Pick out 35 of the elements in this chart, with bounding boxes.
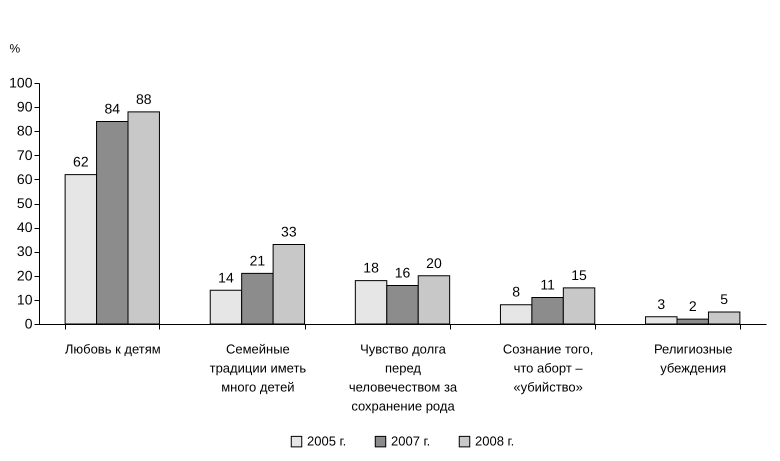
data-label: 14 xyxy=(218,269,234,286)
data-label: 84 xyxy=(104,100,120,117)
y-tick-label: 90 xyxy=(16,98,33,115)
data-label: 11 xyxy=(540,276,556,292)
data-label: 8 xyxy=(512,284,520,300)
x-tick-label: Семейные традиции иметь много детей xyxy=(210,342,306,394)
y-tick-label: 70 xyxy=(16,146,33,163)
data-label: 2 xyxy=(688,298,697,314)
y-tick-label: 50 xyxy=(16,195,33,211)
y-tick-label: 80 xyxy=(16,122,33,139)
data-label: 88 xyxy=(136,90,152,107)
x-tick-label: Чувство долга перед человечеством за сохранение рода xyxy=(348,342,458,414)
data-label: 5 xyxy=(720,290,728,307)
y-tick-label: 20 xyxy=(16,267,33,284)
x-tick-label: Религиозные убеждения xyxy=(654,342,732,376)
data-label: 3 xyxy=(657,296,666,312)
y-tick-label: 10 xyxy=(16,291,33,308)
y-tick-label: 100 xyxy=(9,74,33,90)
data-label: 16 xyxy=(394,264,410,280)
data-label: 21 xyxy=(250,252,266,268)
x-tick-label: Любовь к детям xyxy=(64,342,161,356)
data-label: 62 xyxy=(73,154,89,170)
x-tick-label: Сознание того, что аборт – «убийство» xyxy=(502,342,594,394)
legend-label: 2005 г. xyxy=(307,434,346,449)
data-label: 18 xyxy=(363,260,380,276)
y-tick-label: 40 xyxy=(16,219,33,236)
data-label: 33 xyxy=(281,223,297,240)
data-label: 20 xyxy=(426,254,442,271)
legend-label: 2007 г. xyxy=(391,434,430,449)
y-tick-label: 30 xyxy=(16,243,33,260)
data-label: 15 xyxy=(571,266,588,283)
y-axis-title: % xyxy=(10,42,20,56)
y-tick-label: 60 xyxy=(16,170,33,187)
legend-label: 2008 г. xyxy=(475,434,514,449)
y-tick-label: 0 xyxy=(24,316,33,332)
